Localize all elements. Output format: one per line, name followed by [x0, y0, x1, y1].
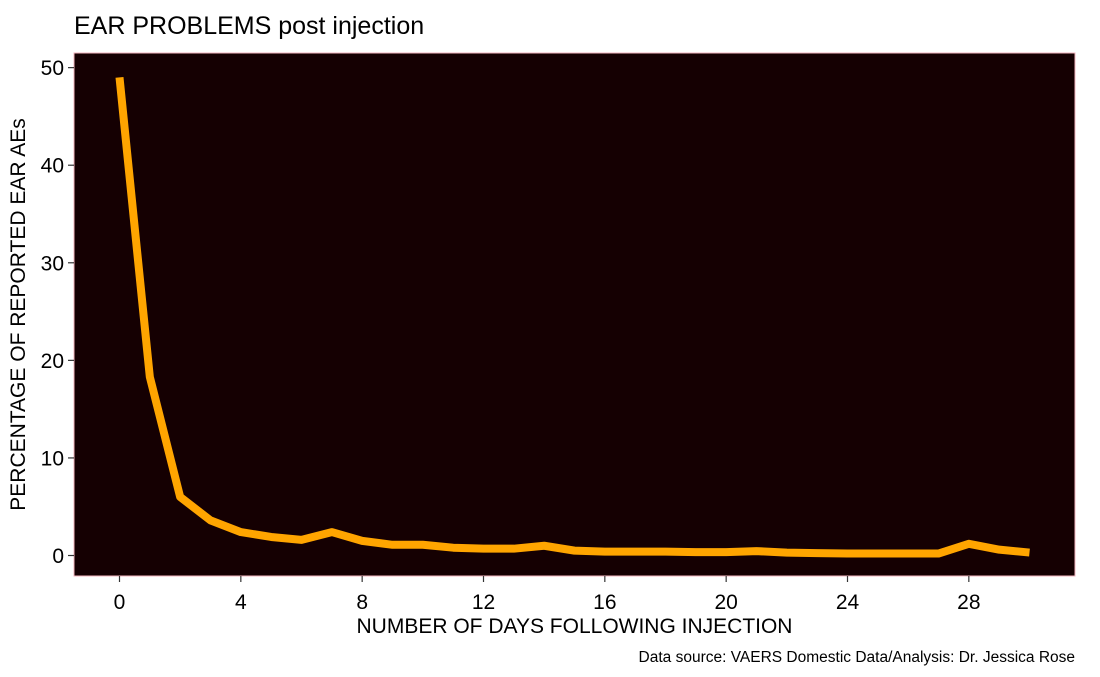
y-axis-label: PERCENTAGE OF REPORTED EAR AEs — [7, 118, 30, 510]
x-tick-label: 0 — [114, 591, 126, 614]
y-axis: 0 10 20 30 40 50 — [41, 57, 74, 568]
series-line-1 — [115, 76, 1030, 558]
x-tick-label: 8 — [356, 591, 368, 614]
y-tick-label: 0 — [52, 545, 64, 568]
x-axis: 0 4 8 12 16 20 24 28 — [114, 576, 981, 614]
y-tick-label: 40 — [41, 155, 64, 178]
x-tick-label: 28 — [957, 591, 980, 614]
y-tick-label: 50 — [41, 57, 64, 80]
x-tick-label: 12 — [472, 591, 495, 614]
y-tick-label: 20 — [41, 350, 64, 373]
data-source-caption: Data source: VAERS Domestic Data/Analysi… — [639, 649, 1075, 666]
x-tick-label: 4 — [235, 591, 247, 614]
x-axis-label: NUMBER OF DAYS FOLLOWING INJECTION — [357, 615, 793, 638]
chart-title: EAR PROBLEMS post injection — [74, 12, 424, 40]
data-layer — [115, 76, 1030, 558]
y-tick-label: 30 — [41, 252, 64, 275]
x-tick-label: 16 — [593, 591, 616, 614]
y-tick-label: 10 — [41, 447, 64, 470]
x-tick-label: 20 — [714, 591, 737, 614]
x-tick-label: 24 — [836, 591, 860, 614]
plot-panel — [73, 52, 1076, 577]
